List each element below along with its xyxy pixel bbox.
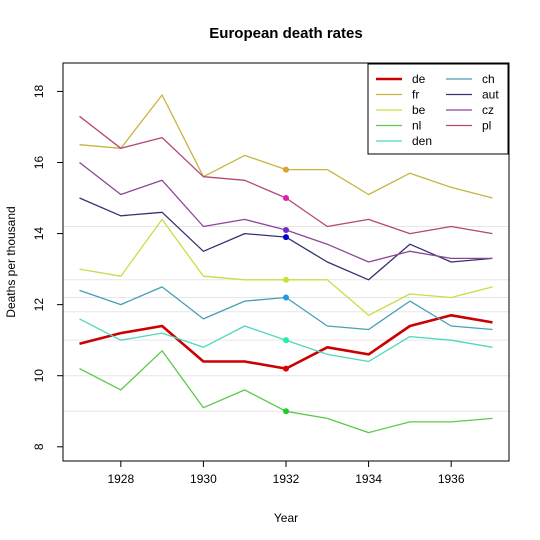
data-point-pl — [283, 195, 289, 202]
series-line-be — [79, 218, 493, 316]
legend-label-ch: ch — [482, 72, 495, 86]
x-tick-label: 1936 — [438, 472, 465, 486]
series-line-nl — [79, 350, 493, 434]
data-point-fr — [283, 166, 289, 173]
y-axis-label: Deaths per thousand — [4, 206, 18, 317]
x-tick-label: 1934 — [355, 472, 382, 486]
y-tick-label: 18 — [32, 84, 46, 98]
series-line-ch — [79, 286, 493, 331]
y-tick-label: 8 — [32, 443, 46, 450]
y-tick-label: 10 — [32, 369, 46, 383]
plot-area: 1928 1930 1932 1934 1936 8 10 12 14 16 18 — [32, 62, 510, 486]
data-point-aut — [283, 234, 289, 241]
legend-label-cz: cz — [482, 103, 494, 117]
legend-label-fr: fr — [412, 88, 419, 102]
legend-label-aut: aut — [482, 88, 499, 102]
legend-label-den: den — [412, 134, 432, 148]
x-axis-label: Year — [274, 511, 298, 525]
data-point-be — [283, 276, 289, 283]
x-tick-label: 1928 — [107, 472, 134, 486]
x-tick-label: 1930 — [190, 472, 217, 486]
legend-label-pl: pl — [482, 119, 491, 133]
data-point-nl — [283, 408, 289, 415]
legend-label-nl: nl — [412, 119, 421, 133]
data-point-cz — [283, 227, 289, 234]
y-tick-label: 16 — [32, 156, 46, 170]
data-point-de — [283, 365, 289, 372]
x-tick-label: 1932 — [273, 472, 300, 486]
data-point-ch — [283, 294, 289, 301]
y-tick-label: 12 — [32, 298, 46, 312]
chart-title: European death rates — [209, 25, 362, 42]
legend-label-de: de — [412, 72, 426, 86]
legend-label-be: be — [412, 103, 426, 117]
data-point-den — [283, 337, 289, 344]
y-tick-label: 14 — [32, 227, 46, 241]
